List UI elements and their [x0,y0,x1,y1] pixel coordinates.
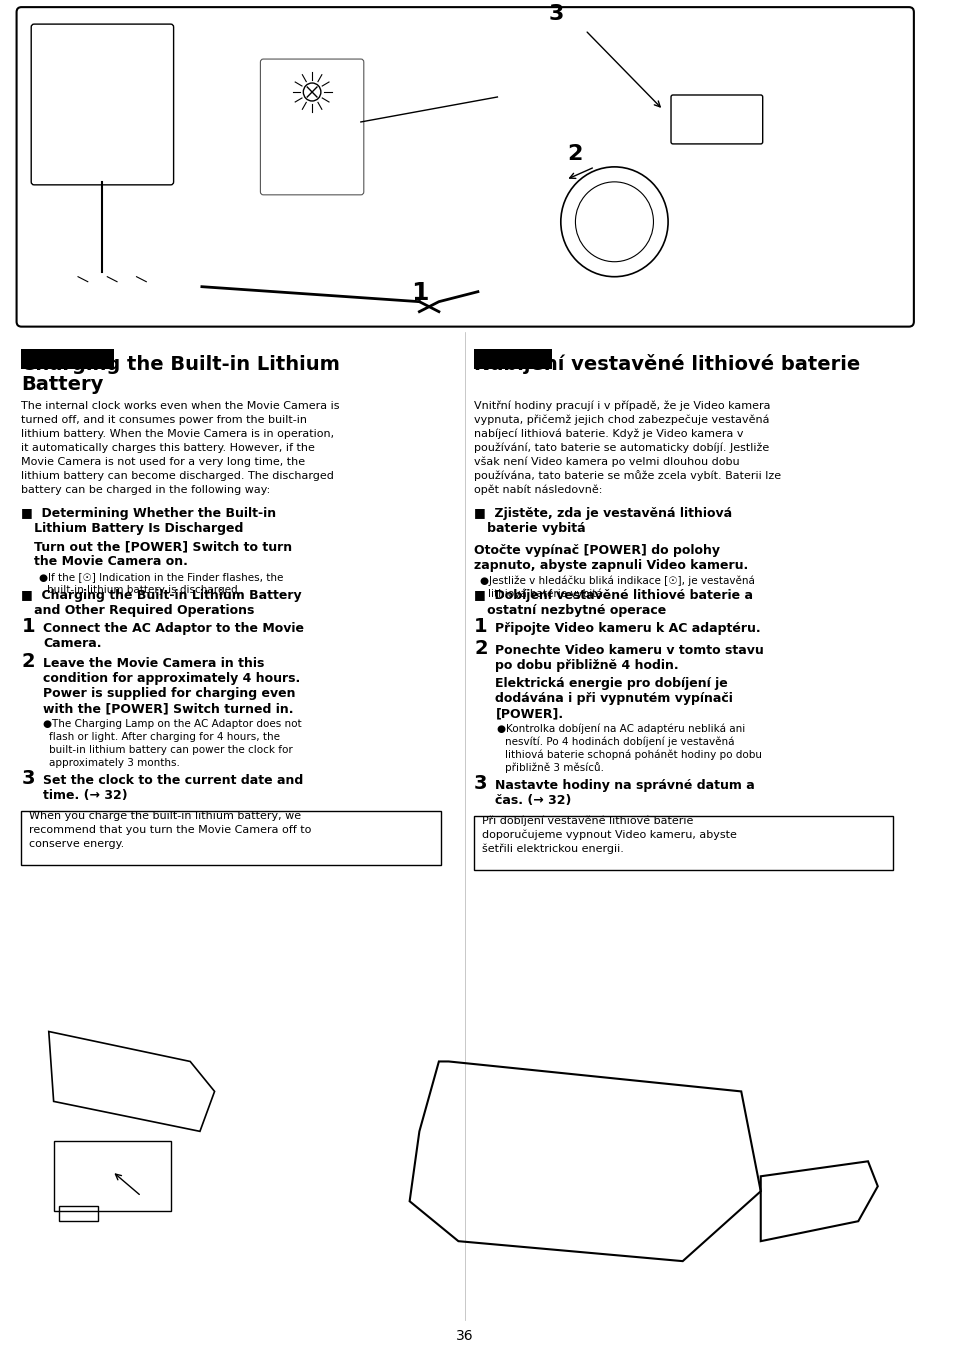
Text: Battery: Battery [21,374,104,393]
Text: Movie Camera is not used for a very long time, the: Movie Camera is not used for a very long… [21,458,305,467]
Text: flash or light. After charging for 4 hours, the: flash or light. After charging for 4 hou… [49,732,279,742]
FancyBboxPatch shape [21,811,440,865]
Text: lithium battery. When the Movie Camera is in operation,: lithium battery. When the Movie Camera i… [21,430,335,439]
Text: built-in lithium battery is discharged.: built-in lithium battery is discharged. [47,585,240,596]
Text: ■  Charging the Built-in Lithium Battery: ■ Charging the Built-in Lithium Battery [21,589,302,603]
Text: the Movie Camera on.: the Movie Camera on. [34,555,188,569]
Text: 3: 3 [474,774,487,793]
Text: čas. (→ 32): čas. (→ 32) [495,794,571,807]
Text: 3: 3 [21,769,35,788]
Text: vypnuta, přičemž jejich chod zabezpečuje vestavěná: vypnuta, přičemž jejich chod zabezpečuje… [474,415,769,426]
Text: [POWER].: [POWER]. [495,707,563,720]
Text: battery can be charged in the following way:: battery can be charged in the following … [21,485,271,496]
Text: ●The Charging Lamp on the AC Adaptor does not: ●The Charging Lamp on the AC Adaptor doe… [43,719,301,730]
Text: Leave the Movie Camera in this: Leave the Movie Camera in this [43,657,264,670]
Text: Připojte Video kameru k AC adaptéru.: Připojte Video kameru k AC adaptéru. [495,623,760,635]
Text: 3: 3 [548,4,563,24]
Text: Vnitřní hodiny pracují i v případě, že je Video kamera: Vnitřní hodiny pracují i v případě, že j… [474,401,770,412]
Text: doporučujeme vypnout Video kameru, abyste: doporučujeme vypnout Video kameru, abyst… [481,830,736,840]
Text: baterie vybitá: baterie vybitá [474,523,585,535]
Text: dodávána i při vypnutém vypínači: dodávána i při vypnutém vypínači [495,692,733,705]
Text: lithiová baterie vybitá.: lithiová baterie vybitá. [487,589,605,600]
Text: with the [POWER] Switch turned in.: with the [POWER] Switch turned in. [43,703,294,715]
Text: ●Kontrolka dobíjení na AC adaptéru nebliká ani: ●Kontrolka dobíjení na AC adaptéru nebli… [497,724,745,734]
Text: používání, tato baterie se automaticky dobíjí. Jestliže: používání, tato baterie se automaticky d… [474,443,768,454]
Text: 36: 36 [456,1329,474,1343]
Text: and Other Required Operations: and Other Required Operations [21,604,254,617]
Text: ostatní nezbytné operace: ostatní nezbytné operace [474,604,665,617]
FancyBboxPatch shape [474,816,892,870]
Text: po dobu přibližně 4 hodin.: po dobu přibližně 4 hodin. [495,659,679,671]
FancyBboxPatch shape [31,24,173,185]
Text: turned off, and it consumes power from the built-in: turned off, and it consumes power from t… [21,416,307,426]
Text: ■  Determining Whether the Built-in: ■ Determining Whether the Built-in [21,508,276,520]
Text: opět nabít následovně:: opět nabít následovně: [474,485,601,496]
Text: When you charge the built-in lithium battery, we: When you charge the built-in lithium bat… [30,811,301,821]
Text: však není Video kamera po velmi dlouhou dobu: však není Video kamera po velmi dlouhou … [474,457,739,467]
Text: recommend that you turn the Movie Camera off to: recommend that you turn the Movie Camera… [30,825,312,835]
Text: ■  Zjistěte, zda je vestavěná lithiová: ■ Zjistěte, zda je vestavěná lithiová [474,508,731,520]
Text: ČESKY: ČESKY [493,331,533,342]
Text: ■  Dobíjení vestavěné lithiové baterie a: ■ Dobíjení vestavěné lithiové baterie a [474,589,752,603]
Text: condition for approximately 4 hours.: condition for approximately 4 hours. [43,671,300,685]
FancyBboxPatch shape [16,7,913,327]
Text: Set the clock to the current date and: Set the clock to the current date and [43,774,303,786]
Text: Connect the AC Adaptor to the Movie: Connect the AC Adaptor to the Movie [43,623,304,635]
Text: 1: 1 [21,617,35,636]
Text: Camera.: Camera. [43,638,101,650]
Text: conserve energy.: conserve energy. [30,839,125,848]
FancyBboxPatch shape [21,349,114,369]
Text: ●Jestliže v hledáčku bliká indikace [☉], je vestavěná: ●Jestliže v hledáčku bliká indikace [☉],… [479,576,754,586]
Text: 2: 2 [21,653,35,671]
Text: ENGLISH: ENGLISH [40,331,94,342]
Text: Ponechte Video kameru v tomto stavu: Ponechte Video kameru v tomto stavu [495,644,763,657]
Text: time. (→ 32): time. (→ 32) [43,789,128,802]
Text: The internal clock works even when the Movie Camera is: The internal clock works even when the M… [21,401,339,412]
Text: nabíjecí lithiová baterie. Když je Video kamera v: nabíjecí lithiová baterie. Když je Video… [474,430,742,439]
Text: approximately 3 months.: approximately 3 months. [49,758,179,767]
Text: Nastavte hodiny na správné datum a: Nastavte hodiny na správné datum a [495,780,755,792]
Text: built-in lithium battery can power the clock for: built-in lithium battery can power the c… [49,744,293,755]
Text: Elektrická energie pro dobíjení je: Elektrická energie pro dobíjení je [495,677,727,690]
Text: nesvítí. Po 4 hodinách dobíjení je vestavěná: nesvítí. Po 4 hodinách dobíjení je vesta… [505,736,734,747]
FancyBboxPatch shape [474,349,552,369]
Text: používána, tato baterie se může zcela vybít. Baterii lze: používána, tato baterie se může zcela vy… [474,470,781,481]
Text: lithium battery can become discharged. The discharged: lithium battery can become discharged. T… [21,471,334,481]
Text: it automatically charges this battery. However, if the: it automatically charges this battery. H… [21,443,315,454]
Text: ●If the [☉] Indication in the Finder flashes, the: ●If the [☉] Indication in the Finder fla… [39,573,283,582]
Text: Otočte vypínač [POWER] do polohy: Otočte vypínač [POWER] do polohy [474,544,720,557]
Text: Při dobíjení vestavěné lithiové baterie: Při dobíjení vestavěné lithiové baterie [481,816,693,825]
Text: Power is supplied for charging even: Power is supplied for charging even [43,688,295,700]
Text: 1: 1 [474,617,487,636]
Text: Lithium Battery Is Discharged: Lithium Battery Is Discharged [21,523,244,535]
Text: přibližně 3 měsíců.: přibližně 3 měsíců. [505,762,603,773]
FancyBboxPatch shape [670,95,761,145]
FancyBboxPatch shape [260,59,363,195]
Text: 2: 2 [474,639,487,658]
Text: Charging the Built-in Lithium: Charging the Built-in Lithium [21,354,340,374]
Text: 2: 2 [567,145,582,163]
Text: šetřili elektrickou energii.: šetřili elektrickou energii. [481,843,623,854]
Text: lithiová baterie schopná pohánět hodiny po dobu: lithiová baterie schopná pohánět hodiny … [505,750,761,761]
Text: Nabíjení vestavěné lithiové baterie: Nabíjení vestavěné lithiové baterie [474,354,860,374]
Text: Turn out the [POWER] Switch to turn: Turn out the [POWER] Switch to turn [34,540,292,554]
Text: zapnuto, abyste zapnuli Video kameru.: zapnuto, abyste zapnuli Video kameru. [474,559,747,573]
Text: 1: 1 [410,281,428,305]
